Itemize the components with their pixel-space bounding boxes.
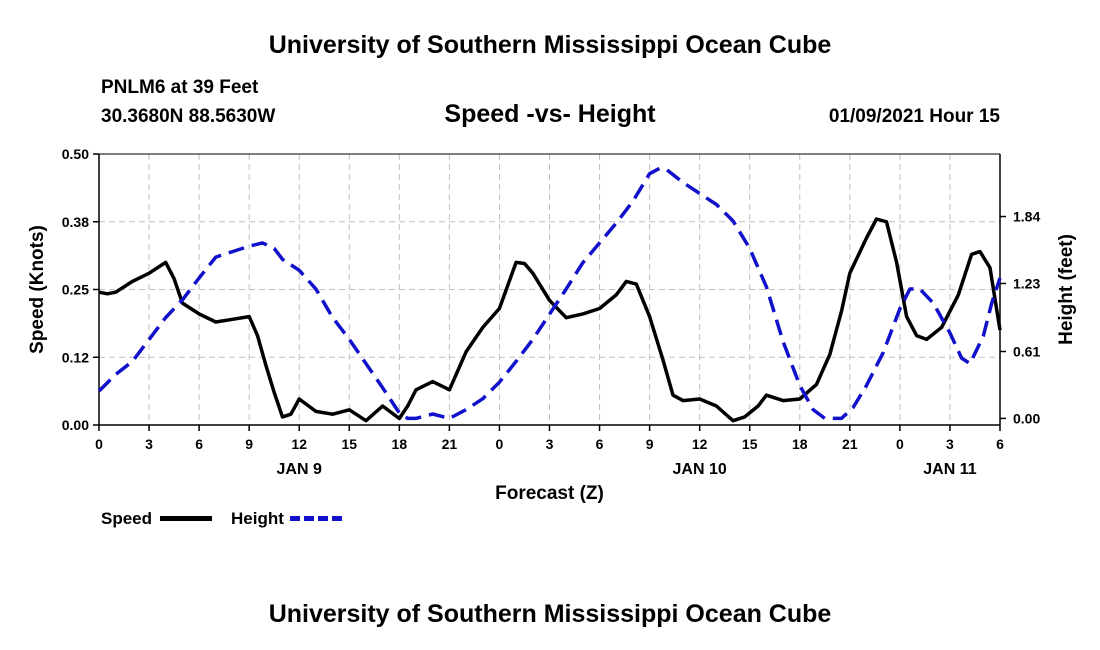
speed-series-line (98, 217, 1002, 423)
chart-title-bottom: University of Southern Mississippi Ocean… (268, 600, 832, 628)
y-right-tick-label: 0.61 (1013, 343, 1040, 359)
x-tick-label: 21 (442, 436, 458, 452)
x-tick-label: 18 (392, 436, 408, 452)
chart-title-top: University of Southern Mississippi Ocean… (268, 31, 832, 59)
x-tick-label: 0 (95, 436, 103, 452)
x-tick-label: 21 (842, 436, 858, 452)
legend-speed-swatch (160, 516, 212, 521)
x-tick-label: 15 (341, 436, 357, 452)
x-tick-label: 0 (896, 436, 904, 452)
y-right-tick-label: 1.84 (1013, 209, 1040, 225)
height-series-line (97, 166, 1002, 421)
y-left-tick-label: 0.50 (62, 146, 89, 162)
x-tick-label: 3 (946, 436, 954, 452)
chart-subtitle: Speed -vs- Height (444, 100, 656, 128)
y-axis-left-title: Speed (Knots) (27, 225, 48, 354)
y-left-tick-label: 0.38 (62, 214, 89, 230)
x-tick-label: 15 (742, 436, 758, 452)
legend-height-label: Height (231, 509, 284, 528)
x-tick-label: 18 (792, 436, 808, 452)
x-tick-label: 12 (692, 436, 708, 452)
x-tick-label: 6 (195, 436, 203, 452)
station-name: PNLM6 at 39 Feet (101, 77, 259, 98)
forecast-datetime: 01/09/2021 Hour 15 (828, 106, 1000, 127)
legend-speed-label: Speed (101, 509, 153, 528)
legend-height-swatch (290, 516, 342, 521)
y-right-tick-label: 1.23 (1013, 275, 1040, 291)
y-left-tick-label: 0.12 (62, 349, 89, 365)
x-tick-label: 3 (546, 436, 554, 452)
x-tick-label: 9 (245, 436, 253, 452)
x-axis-title: Forecast (Z) (495, 483, 604, 504)
station-coordinates: 30.3680N 88.5630W (101, 106, 276, 127)
y-left-tick-label: 0.00 (62, 417, 89, 433)
y-left-tick-label: 0.25 (62, 282, 89, 298)
x-tick-label: 6 (996, 436, 1004, 452)
x-day-label: JAN 9 (277, 461, 322, 478)
x-day-label: JAN 10 (673, 461, 727, 478)
y-axis-right-title: Height (feet) (1056, 234, 1077, 345)
x-tick-label: 6 (596, 436, 604, 452)
y-right-tick-label: 0.00 (1013, 410, 1040, 426)
x-tick-label: 3 (145, 436, 153, 452)
x-tick-label: 0 (496, 436, 504, 452)
x-day-label: JAN 11 (923, 461, 976, 478)
x-tick-label: 12 (291, 436, 307, 452)
x-tick-label: 9 (646, 436, 654, 452)
